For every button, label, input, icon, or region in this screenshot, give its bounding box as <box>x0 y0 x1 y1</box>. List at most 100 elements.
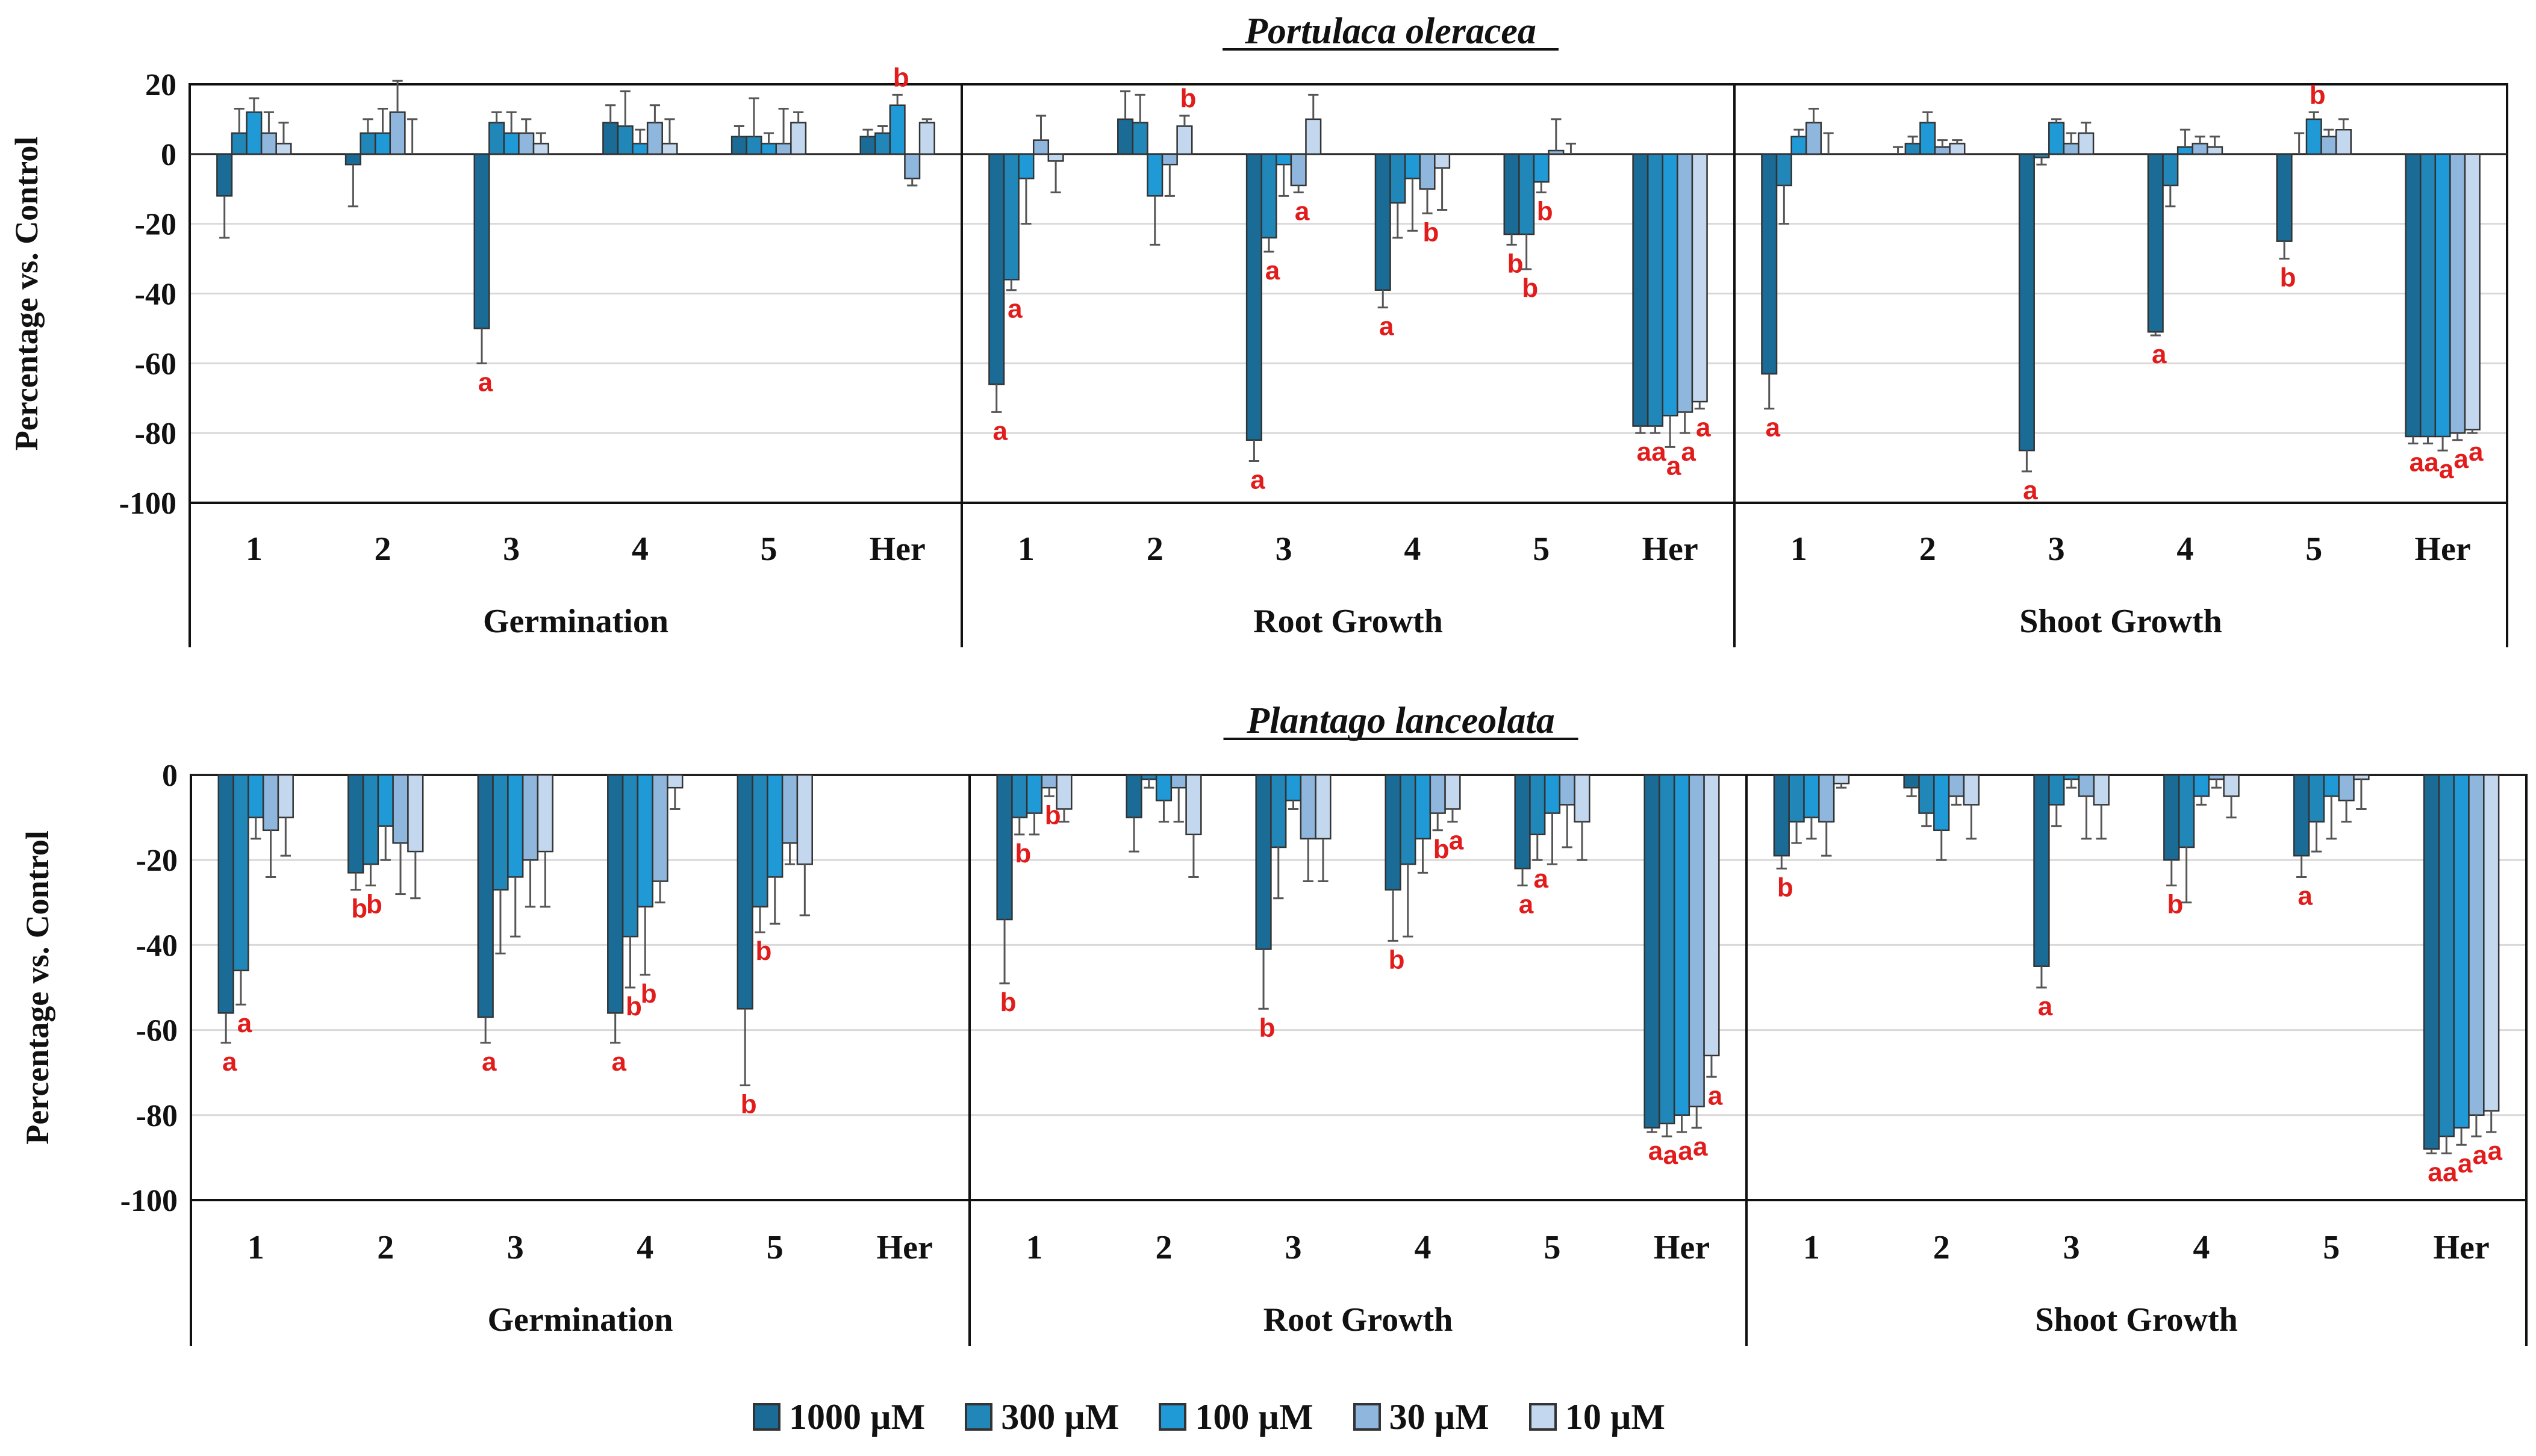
bar <box>1903 774 1920 789</box>
significance-letter: b <box>1259 1013 1276 1042</box>
bar <box>407 774 424 853</box>
significance-letter: b <box>626 992 642 1021</box>
bar <box>1285 774 1302 801</box>
bar <box>2305 118 2322 155</box>
significance-letter: a <box>2443 1157 2458 1187</box>
bar <box>503 132 520 155</box>
legend-item: 30 µM <box>1353 1396 1489 1438</box>
bar <box>637 774 653 908</box>
bar <box>2063 143 2080 155</box>
significance-letter: a <box>1693 1132 1708 1162</box>
bar <box>231 132 248 155</box>
bar <box>347 774 364 874</box>
bar <box>859 135 876 155</box>
bar <box>1934 146 1951 155</box>
bar <box>1404 153 1421 179</box>
bar <box>760 143 777 155</box>
x-tick-label: 5 <box>2305 530 2322 568</box>
bar <box>2178 774 2195 848</box>
bar <box>1643 774 1660 1129</box>
bar <box>532 143 549 155</box>
significance-letter: b <box>2280 263 2296 293</box>
x-tick-label: 1 <box>1018 530 1035 568</box>
bar <box>1414 774 1432 840</box>
x-tick-label: 4 <box>1415 1229 1432 1266</box>
bar <box>1132 122 1148 155</box>
bar <box>2405 153 2422 438</box>
group-label: Shoot Growth <box>2035 1301 2238 1339</box>
bar <box>216 153 233 197</box>
bar <box>1117 118 1134 155</box>
bar <box>1419 153 1436 190</box>
y-tick-label: -40 <box>136 929 178 963</box>
bar <box>1026 774 1043 814</box>
significance-letter: a <box>2410 448 2425 478</box>
bar <box>1790 135 1807 155</box>
bar <box>537 774 553 853</box>
x-tick-label: 5 <box>1533 530 1550 568</box>
significance-letter: a <box>1295 197 1310 226</box>
chart-1: Portulaca oleracea Percentage vs. Control… <box>8 11 2508 647</box>
bar <box>1677 153 1693 413</box>
bar <box>1574 774 1590 823</box>
bar <box>1434 153 1451 169</box>
bar <box>746 135 762 155</box>
y-axis-label: Percentage vs. Control <box>19 830 55 1144</box>
bar <box>652 774 668 882</box>
bar <box>602 122 619 155</box>
x-tick-label: 1 <box>246 530 263 568</box>
significance-letter: b <box>1777 873 1793 902</box>
bar <box>1400 774 1416 865</box>
bar <box>889 104 906 155</box>
x-tick-label: 3 <box>2048 530 2065 568</box>
significance-letter: b <box>1433 835 1450 864</box>
bar <box>2163 774 2180 861</box>
bar <box>1659 774 1675 1125</box>
bar <box>507 774 524 878</box>
bar <box>1374 153 1391 291</box>
significance-letter: b <box>351 894 367 924</box>
bar <box>731 135 747 155</box>
bar <box>2453 774 2470 1129</box>
significance-letter: a <box>2439 455 2454 484</box>
x-tick-label: 5 <box>1544 1229 1561 1266</box>
bar <box>1533 153 1550 183</box>
significance-letter: a <box>1651 437 1666 467</box>
x-tick-label: 5 <box>2323 1229 2340 1266</box>
bar <box>1647 153 1664 427</box>
x-tick-label: 1 <box>248 1229 264 1266</box>
y-tick-label: -80 <box>135 417 176 451</box>
bar <box>377 774 394 827</box>
significance-letter: b <box>893 63 909 92</box>
bar <box>2033 153 2050 158</box>
bar <box>1290 153 1307 187</box>
legend-label: 100 µM <box>1195 1396 1313 1437</box>
bar <box>796 774 813 865</box>
bar <box>1948 774 1965 797</box>
significance-letter: a <box>1663 1140 1678 1170</box>
bar <box>1260 153 1277 239</box>
bar <box>1662 153 1678 417</box>
bar <box>1155 774 1173 801</box>
significance-letter: b <box>1423 217 1439 247</box>
bar <box>1673 774 1690 1116</box>
bar <box>2048 774 2065 806</box>
legend-label: 10 µM <box>1565 1396 1666 1437</box>
legend-item: 1000 µM <box>753 1396 925 1438</box>
bar <box>1949 143 1966 155</box>
bar <box>775 143 792 155</box>
bar <box>2078 132 2095 155</box>
bar <box>1688 774 1705 1107</box>
significance-letter: a <box>2428 1157 2443 1187</box>
significance-letter: b <box>1015 839 1031 868</box>
bar <box>1803 774 1820 818</box>
bar <box>1833 774 1850 785</box>
group-label: Germination <box>483 603 668 640</box>
significance-letter: a <box>2469 437 2484 467</box>
bar <box>1775 153 1792 187</box>
legend-item: 10 µM <box>1528 1396 1666 1438</box>
x-tick-label: 2 <box>377 1229 394 1266</box>
x-tick-label: Her <box>877 1229 933 1266</box>
bar <box>1429 774 1446 814</box>
y-tick-label: 0 <box>161 138 176 172</box>
